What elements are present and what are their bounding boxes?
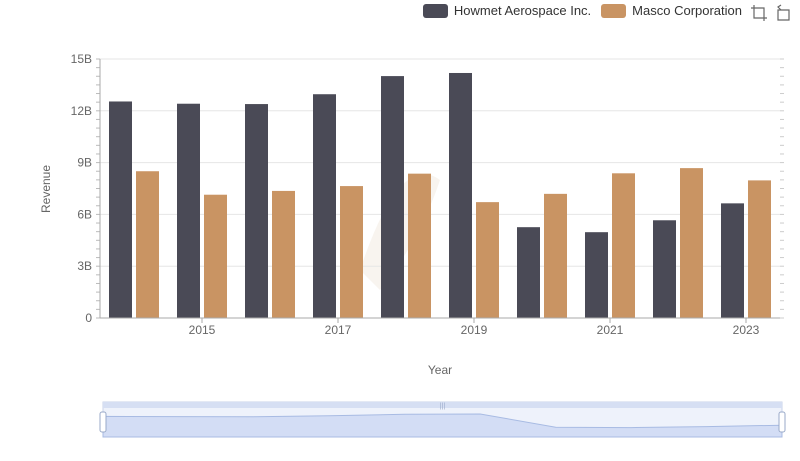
bar-howmet-2021[interactable] <box>585 232 608 318</box>
bar-masco-2022[interactable] <box>680 168 703 318</box>
zoom-select-icon[interactable] <box>750 4 768 22</box>
bar-masco-2020[interactable] <box>544 193 567 318</box>
bar-howmet-2016[interactable] <box>245 104 268 318</box>
x-tick-label: 2015 <box>189 323 216 337</box>
x-tick-label: 2023 <box>733 323 760 337</box>
bar-masco-2021[interactable] <box>612 173 635 318</box>
slider-top-bar[interactable] <box>103 402 782 408</box>
bar-howmet-2019[interactable] <box>449 72 472 319</box>
bar-howmet-2014[interactable] <box>109 101 132 318</box>
bar-howmet-2017[interactable] <box>313 94 336 318</box>
bar-masco-2015[interactable] <box>204 194 227 318</box>
y-tick-label: 0 <box>85 311 92 325</box>
bar-howmet-2022[interactable] <box>653 220 676 318</box>
legend-item-howmet[interactable]: Howmet Aerospace Inc. <box>422 3 592 18</box>
bar-masco-2016[interactable] <box>272 190 295 318</box>
y-tick-label: 15B <box>71 52 92 66</box>
y-tick-label: 3B <box>77 259 92 273</box>
chart-toolbar <box>750 4 792 22</box>
bar-masco-2014[interactable] <box>136 171 159 318</box>
chart-legend: Howmet Aerospace Inc. Masco Corporation <box>422 3 742 18</box>
data-zoom-slider[interactable]: ||| <box>99 401 786 438</box>
bar-masco-2017[interactable] <box>340 186 363 318</box>
bar-masco-2023[interactable] <box>748 180 771 318</box>
y-tick-label: 6B <box>77 207 92 221</box>
bar-howmet-2023[interactable] <box>721 203 744 318</box>
legend-swatch-masco <box>601 3 627 18</box>
bar-masco-2018[interactable] <box>408 173 431 318</box>
bar-howmet-2018[interactable] <box>381 76 404 319</box>
bar-howmet-2020[interactable] <box>517 227 540 318</box>
slider-handle-left[interactable] <box>99 411 107 433</box>
zoom-reset-icon[interactable] <box>774 4 792 22</box>
x-axis-title: Year <box>428 363 452 377</box>
y-axis-title: Revenue <box>39 165 53 213</box>
slider-grip-icon[interactable]: ||| <box>440 403 446 410</box>
x-tick-label: 2021 <box>597 323 624 337</box>
legend-label-masco: Masco Corporation <box>632 3 742 18</box>
x-tick-label: 2019 <box>461 323 488 337</box>
legend-swatch-howmet <box>422 3 448 18</box>
y-tick-label: 12B <box>71 104 92 118</box>
legend-label-howmet: Howmet Aerospace Inc. <box>453 3 592 18</box>
bar-howmet-2015[interactable] <box>177 103 200 318</box>
legend-item-masco[interactable]: Masco Corporation <box>601 3 742 18</box>
y-tick-label: 9B <box>77 156 92 170</box>
x-tick-label: 2017 <box>325 323 352 337</box>
slider-handle-right[interactable] <box>778 411 786 433</box>
bar-masco-2019[interactable] <box>476 202 499 318</box>
